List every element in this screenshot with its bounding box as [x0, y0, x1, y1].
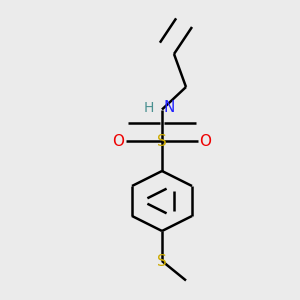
Text: O: O — [112, 134, 124, 148]
Text: H: H — [143, 101, 154, 115]
Text: N: N — [164, 100, 175, 116]
Text: S: S — [157, 254, 167, 268]
Text: S: S — [157, 134, 167, 148]
Text: O: O — [200, 134, 211, 148]
